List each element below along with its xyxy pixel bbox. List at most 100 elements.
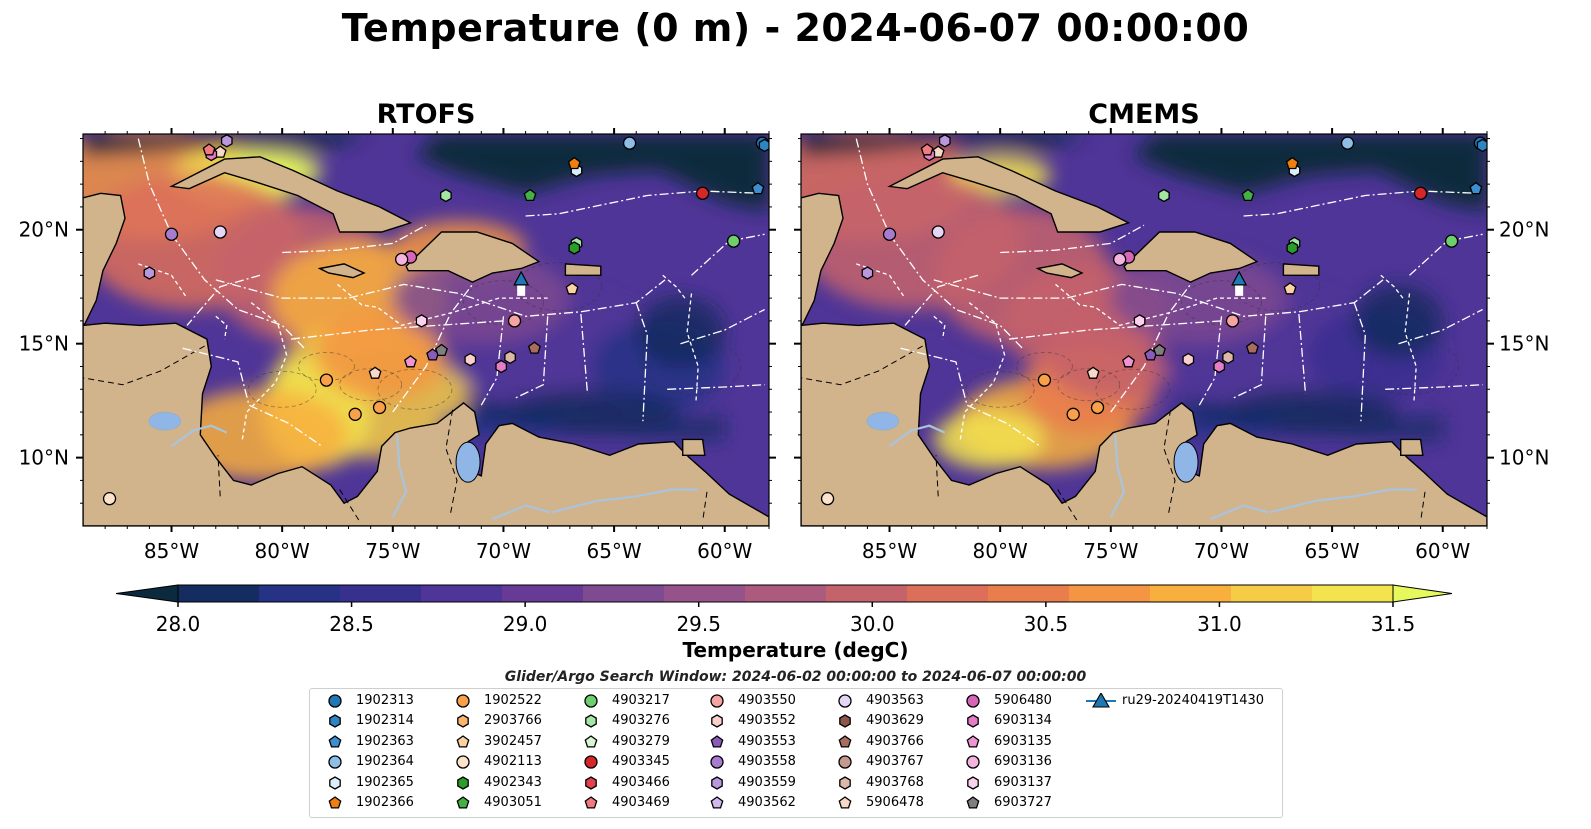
country-border	[801, 345, 923, 386]
legend-label: 2903766	[484, 713, 542, 729]
lat-tick-label: 20°N	[1499, 218, 1549, 242]
legend-marker-shape	[967, 714, 979, 729]
legend-label: 6903137	[994, 774, 1052, 790]
map-panel-rtofs: 85°W 80°W 75°W 70°W 65°W 60°W 20°N 15°N 10°N	[19, 128, 776, 563]
river	[1209, 504, 1269, 521]
maritime-boundary	[1243, 190, 1479, 217]
legend-marker-shape	[456, 755, 470, 769]
colorbar-segment	[583, 585, 665, 602]
maritime-boundary	[1008, 320, 1222, 340]
land-nw	[801, 192, 844, 327]
float-marker	[164, 227, 179, 241]
float-marker	[1122, 355, 1135, 368]
legend-marker-shape	[328, 694, 342, 708]
lon-tick-label: 85°W	[144, 539, 199, 563]
float-marker	[1245, 341, 1259, 354]
maritime-boundary	[480, 316, 505, 406]
depth-contour	[1352, 294, 1445, 348]
eez-boundary	[1055, 283, 1266, 327]
land-jamaica	[317, 263, 366, 279]
legend-marker-shape	[584, 796, 598, 809]
legend-marker	[584, 734, 598, 748]
float-marker	[319, 373, 334, 387]
country-border	[935, 455, 939, 497]
float-marker	[565, 282, 579, 295]
legend-label: 1902313	[356, 693, 414, 708]
country-border	[83, 345, 205, 386]
river	[888, 424, 946, 448]
legend-marker	[711, 775, 723, 790]
float-marker	[726, 234, 741, 248]
maritime-boundary	[1198, 316, 1223, 406]
legend-marker-shape	[710, 755, 724, 769]
float-marker	[220, 134, 233, 148]
float-marker	[751, 181, 765, 195]
colorbar-tick-label: 30.5	[1023, 612, 1069, 636]
colorbar-extend-high	[1392, 584, 1453, 603]
lon-tick-label: 70°W	[476, 539, 531, 563]
maritime-boundary	[525, 190, 761, 217]
eez-boundary	[662, 274, 686, 299]
lon-tick-label: 60°W	[1415, 539, 1470, 563]
float-marker	[920, 143, 934, 156]
depth-contour	[634, 294, 727, 348]
maritime-boundary	[1398, 308, 1483, 345]
depth-contour	[1360, 338, 1459, 395]
float-marker	[1086, 366, 1100, 379]
float-marker	[1444, 234, 1459, 248]
float-marker	[1285, 156, 1299, 170]
legend-label: 4902113	[484, 754, 542, 770]
legend-marker-shape	[838, 734, 852, 748]
float-marker	[404, 355, 417, 368]
float-marker	[1090, 400, 1105, 415]
legend-label: 4903466	[612, 774, 670, 790]
legend-marker	[839, 714, 851, 729]
colorbar-segment	[421, 585, 503, 602]
colorbar-tick-label: 31.5	[1370, 612, 1416, 636]
float-marker	[143, 266, 156, 280]
river	[1109, 434, 1126, 518]
maritime-boundary	[680, 308, 765, 345]
legend-marker	[585, 775, 597, 790]
legend-marker-shape	[584, 694, 598, 708]
panel-frame	[82, 133, 770, 527]
search-window-note: Glider/Argo Search Window: 2024-06-02 00…	[504, 669, 1087, 685]
lon-tick-label: 65°W	[586, 539, 641, 563]
maritime-boundary	[392, 284, 474, 413]
legend-marker-shape	[710, 694, 724, 708]
float-marker	[820, 492, 835, 506]
legend-marker	[710, 694, 724, 708]
river	[170, 424, 228, 448]
float-marker	[568, 241, 581, 255]
legend-marker-shape	[585, 775, 597, 790]
float-marker	[202, 143, 216, 156]
legend-marker	[966, 734, 980, 748]
depth-contour	[298, 352, 355, 381]
land-jamaica	[1035, 263, 1084, 279]
legend-marker-shape	[585, 714, 597, 729]
legend-marker	[710, 796, 724, 809]
colorbar-segment	[1069, 585, 1151, 602]
lon-tick-label: 75°W	[365, 539, 420, 563]
country-border	[1057, 489, 1079, 522]
colorbar-tick-label: 28.0	[155, 612, 201, 636]
float-marker	[507, 314, 522, 328]
glider-track	[517, 284, 526, 296]
float-marker	[368, 366, 382, 379]
legend-marker-shape	[966, 694, 980, 708]
legend-marker	[584, 796, 598, 809]
colorbar-segment	[502, 585, 584, 602]
eez-boundary	[933, 315, 946, 340]
float-marker	[938, 134, 951, 148]
eez-boundary	[1404, 293, 1417, 401]
legend-label: 4903767	[866, 754, 924, 770]
eez-boundary	[856, 263, 906, 299]
land-pr	[1282, 263, 1320, 277]
legend-marker	[710, 734, 724, 748]
map-panel-cmems: 85°W 80°W 75°W 70°W 65°W 60°W 20°N 15°N 10°N	[794, 128, 1549, 563]
float-marker	[102, 492, 117, 506]
maritime-boundary	[691, 233, 765, 276]
eez-boundary	[337, 283, 548, 327]
legend-label: 1902314	[356, 713, 414, 729]
glider-track	[1235, 284, 1244, 296]
